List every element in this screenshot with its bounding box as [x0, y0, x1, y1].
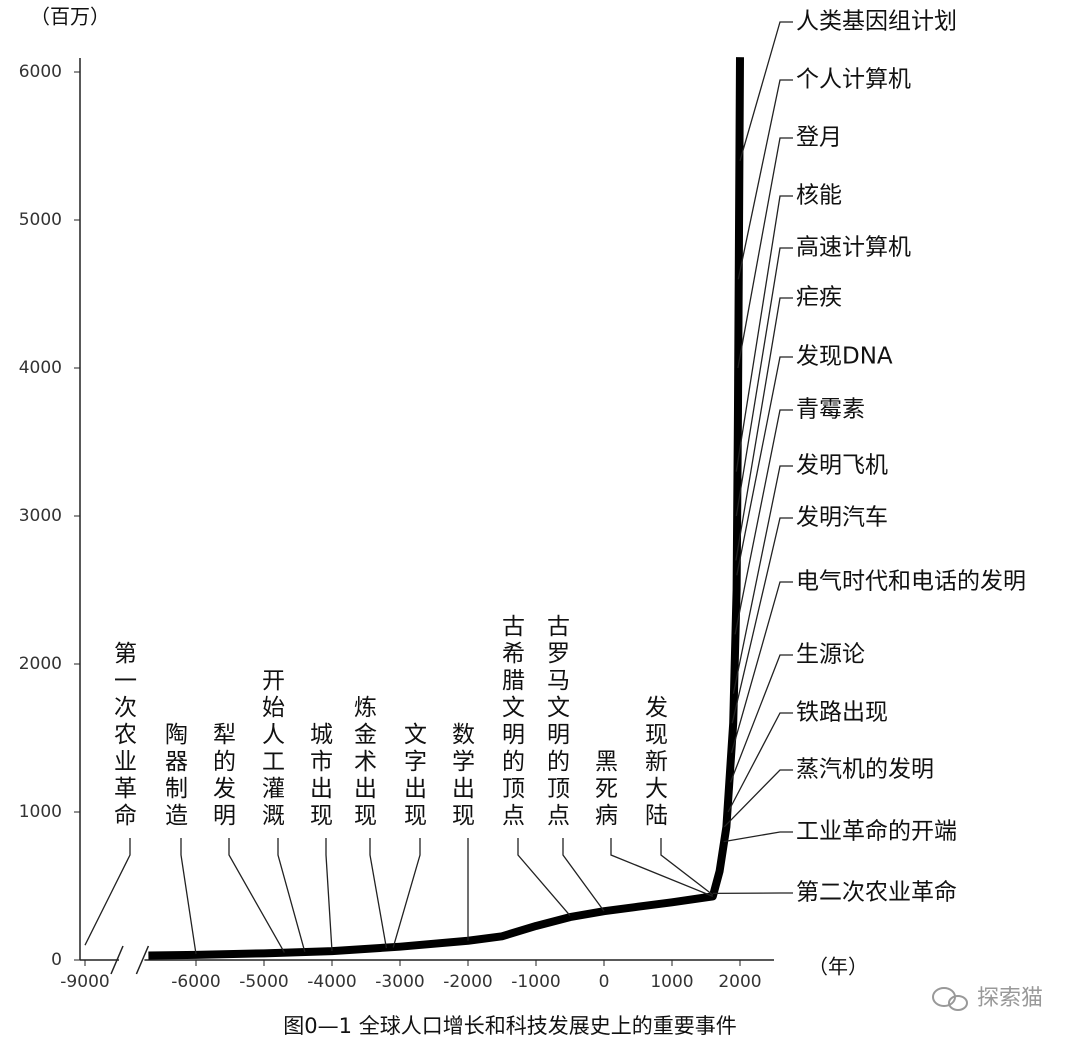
- leader-line: [739, 21, 793, 161]
- leader-line: [731, 517, 793, 724]
- leader-line: [735, 247, 793, 517]
- leader-line: [517, 838, 571, 917]
- leader-line: [730, 581, 793, 753]
- leader-line: [736, 356, 793, 576]
- leader-line: [562, 838, 605, 912]
- annotation-label: 炼金术出现: [350, 695, 378, 830]
- leader-line: [228, 838, 285, 953]
- leader-line: [369, 838, 388, 949]
- y-tick-label: 4000: [19, 358, 62, 378]
- y-unit-label: （百万）: [30, 5, 110, 29]
- annotation-label: 发明飞机: [796, 453, 888, 479]
- x-tick-label: 0: [599, 972, 610, 992]
- leader-line: [727, 712, 793, 813]
- x-unit-label: （年）: [808, 955, 868, 979]
- caption: 图0—1 全球人口增长和科技发展史上的重要事件: [283, 1014, 736, 1038]
- annotation-label: 陶器制造: [161, 722, 189, 830]
- x-tick-label: -4000: [307, 972, 356, 992]
- leader-line: [729, 654, 793, 783]
- y-tick-label: 3000: [19, 506, 62, 526]
- leader-line: [660, 838, 714, 896]
- y-tick-label: 2000: [19, 654, 62, 674]
- leader-line: [610, 838, 714, 897]
- leader-line: [737, 137, 793, 369]
- annotation-label: 电气时代和电话的发明: [796, 569, 1026, 595]
- annotation-label: 开始人工灌溉: [258, 668, 286, 830]
- x-tick-label: -3000: [375, 972, 424, 992]
- annotation-label: 青霉素: [796, 397, 865, 423]
- y-tick-label: 5000: [19, 210, 62, 230]
- leader-line: [392, 838, 421, 948]
- annotation-label: 文字出现: [400, 722, 428, 830]
- y-tick-label: 1000: [19, 802, 62, 822]
- x-tick-label: -9000: [60, 972, 109, 992]
- watermark: 探索猫: [977, 986, 1043, 1011]
- leader-line: [84, 838, 131, 946]
- annotation-label: 核能: [796, 183, 842, 209]
- x-tick-label: 2000: [718, 972, 761, 992]
- annotation-label: 第一次农业革命: [110, 641, 138, 830]
- x-tick-label: 1000: [650, 972, 693, 992]
- leader-line: [325, 838, 333, 952]
- annotation-label: 古希腊文明的顶点: [498, 614, 526, 830]
- leader-line: [734, 409, 793, 635]
- x-tick-label: -5000: [239, 972, 288, 992]
- annotation-label: 第二次农业革命: [796, 880, 957, 906]
- x-tick-label: -6000: [171, 972, 220, 992]
- annotation-label: 古罗马文明的顶点: [543, 614, 571, 830]
- leader-line: [723, 831, 793, 843]
- y-tick-label: 0: [51, 950, 62, 970]
- annotation-label: 个人计算机: [796, 67, 911, 93]
- annotation-label: 疟疾: [796, 285, 842, 311]
- annotation-label: 铁路出现: [796, 700, 888, 726]
- y-tick-label: 6000: [19, 62, 62, 82]
- leader-line: [737, 79, 793, 280]
- watermark-icon: [932, 987, 968, 1011]
- annotation-label: 登月: [796, 125, 842, 151]
- leader-line: [735, 297, 793, 561]
- x-tick-label: -2000: [443, 972, 492, 992]
- annotation-label: 蒸汽机的发明: [796, 757, 934, 783]
- annotation-label: 黑死病: [591, 749, 619, 830]
- leader-line: [732, 465, 793, 694]
- annotation-label: 发现DNA: [796, 344, 893, 370]
- annotation-label: 生源论: [796, 642, 865, 668]
- annotation-label: 城市出现: [306, 722, 334, 830]
- annotation-label: 发现新大陆: [641, 695, 669, 830]
- annotation-label: 数学出现: [448, 722, 476, 830]
- axis-break: [110, 945, 124, 975]
- leader-line: [723, 769, 793, 828]
- annotation-label: 犁的发明: [209, 722, 237, 830]
- axis-break: [135, 945, 150, 975]
- x-tick-label: -1000: [511, 972, 560, 992]
- annotation-label: 人类基因组计划: [796, 9, 957, 35]
- annotation-label: 高速计算机: [796, 235, 911, 261]
- annotation-label: 工业革命的开端: [796, 819, 957, 845]
- population-line: [148, 57, 744, 960]
- leader-line: [277, 838, 306, 953]
- leader-line: [180, 838, 197, 955]
- leader-line: [735, 195, 793, 472]
- annotation-label: 发明汽车: [796, 505, 888, 531]
